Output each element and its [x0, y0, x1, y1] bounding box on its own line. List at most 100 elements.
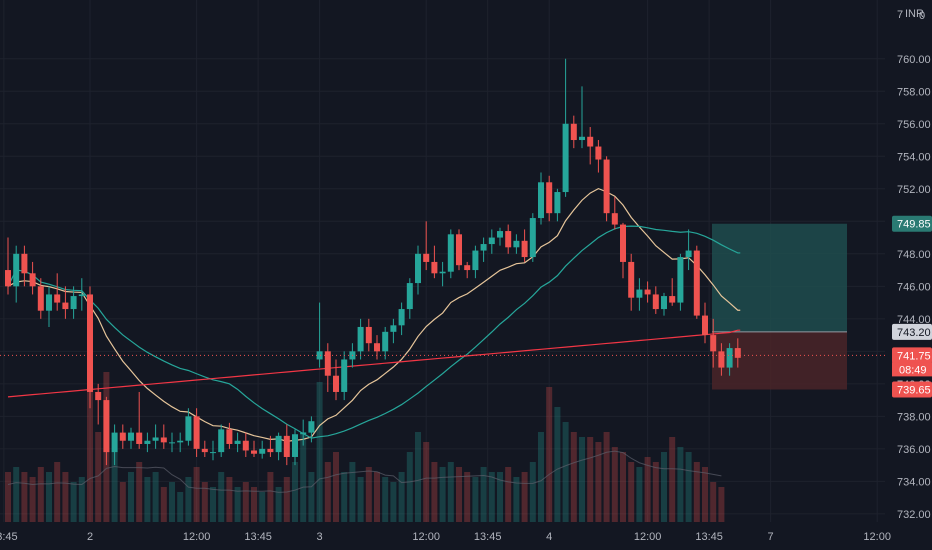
candle-body [259, 448, 266, 454]
volume-bar [78, 477, 85, 522]
volume-bar [718, 487, 725, 522]
candle-body [357, 326, 364, 352]
volume-bar [283, 477, 290, 522]
volume-bar [693, 462, 700, 522]
volume-bar [579, 437, 585, 522]
volume-bar [185, 477, 192, 522]
candle-body [152, 437, 159, 441]
candle-body [398, 309, 405, 326]
price-tick-label: 734.00 [897, 476, 931, 488]
volume-average-line [7, 450, 722, 493]
volume-bar [21, 472, 28, 522]
position-tool [712, 223, 847, 390]
candle-body [111, 432, 118, 453]
volume-bar [5, 472, 11, 522]
volume-bar [308, 472, 315, 522]
volume-bar [497, 472, 503, 522]
candle-body [726, 348, 733, 368]
candle-body [579, 136, 585, 141]
symbol-fragment: 7 [897, 9, 903, 21]
candle-body [620, 224, 626, 262]
candle-body [488, 237, 495, 245]
candle-body [13, 253, 20, 287]
volume-bar [554, 407, 561, 522]
candle-body [242, 440, 249, 451]
candle-body [333, 375, 339, 392]
volume-bar [702, 467, 708, 522]
candle-body [464, 265, 471, 271]
candle-body [87, 294, 93, 392]
candle-body [267, 448, 274, 453]
volume-bar [710, 482, 717, 522]
candle-body [538, 182, 544, 219]
volume-bar [538, 432, 544, 522]
candle-body [70, 296, 77, 310]
candle-body [562, 123, 569, 193]
volume-bar [242, 482, 249, 522]
candle-body [406, 283, 413, 310]
time-axis: 13:45 2 12:00 13:45 3 12:00 13:45 4 12:00 13:45 7 1… [0, 531, 891, 543]
grid-lines [0, 0, 885, 522]
candle-body [456, 234, 462, 266]
candle-body [193, 416, 200, 449]
candle-body [554, 192, 561, 214]
candle-body [702, 315, 708, 336]
volume-bar [136, 462, 143, 522]
slow-moving-average-line [7, 329, 741, 398]
volume-bar [652, 462, 659, 522]
time-tick-label: 13:45 [0, 531, 18, 543]
candle-body [103, 400, 110, 453]
candle-body [365, 326, 372, 344]
time-tick-label: 2 [87, 531, 93, 543]
candle-body [341, 359, 348, 392]
candle-body [382, 331, 389, 352]
volume-bar [341, 472, 348, 522]
entry-price-tag: 743.20 [892, 323, 932, 340]
volume-bar [488, 472, 495, 522]
candle-body [160, 437, 167, 443]
volume-bar [644, 457, 651, 522]
candle-body [710, 335, 717, 352]
volume-bar [259, 492, 266, 522]
volume-bar [464, 472, 471, 522]
candle-body [472, 250, 479, 271]
volume-bar [210, 487, 216, 522]
candle-body [603, 159, 610, 214]
volume-bar [54, 462, 61, 522]
volume-bar [87, 392, 93, 522]
price-tick-label: 732.00 [897, 509, 931, 521]
time-tick-label: 7 [768, 531, 774, 543]
fast-moving-average-line [7, 187, 741, 442]
volume-bar [661, 452, 667, 522]
candle-body [734, 348, 741, 358]
candle-body [226, 429, 233, 444]
volume-bar [95, 432, 102, 522]
stop-price-tag-text: 739.65 [897, 385, 931, 397]
candle-body [21, 253, 28, 274]
volume-bar [128, 472, 134, 522]
candle-body [439, 271, 446, 274]
volume-bar [415, 432, 421, 522]
volume-bar [152, 472, 159, 522]
volume-bar [513, 477, 520, 522]
candle-body [251, 450, 257, 454]
candle-body [595, 146, 602, 160]
countdown-text: 08:49 [899, 364, 927, 376]
time-tick-label: 12:00 [863, 531, 891, 543]
target-price-tag: 749.85 [892, 215, 932, 232]
candle-body [636, 289, 643, 298]
volume-bar [275, 487, 282, 522]
mid-moving-average-line [7, 225, 741, 439]
candle-body [308, 421, 315, 433]
volume-bar [169, 482, 175, 522]
time-tick-label: 13:45 [244, 531, 272, 543]
volume-bar [611, 447, 618, 522]
volume-bar [382, 477, 389, 522]
candle-body [505, 231, 512, 248]
candle-body [685, 250, 692, 258]
candle-body [234, 440, 241, 444]
volume-bar [423, 442, 430, 522]
volume-bar [29, 477, 36, 522]
